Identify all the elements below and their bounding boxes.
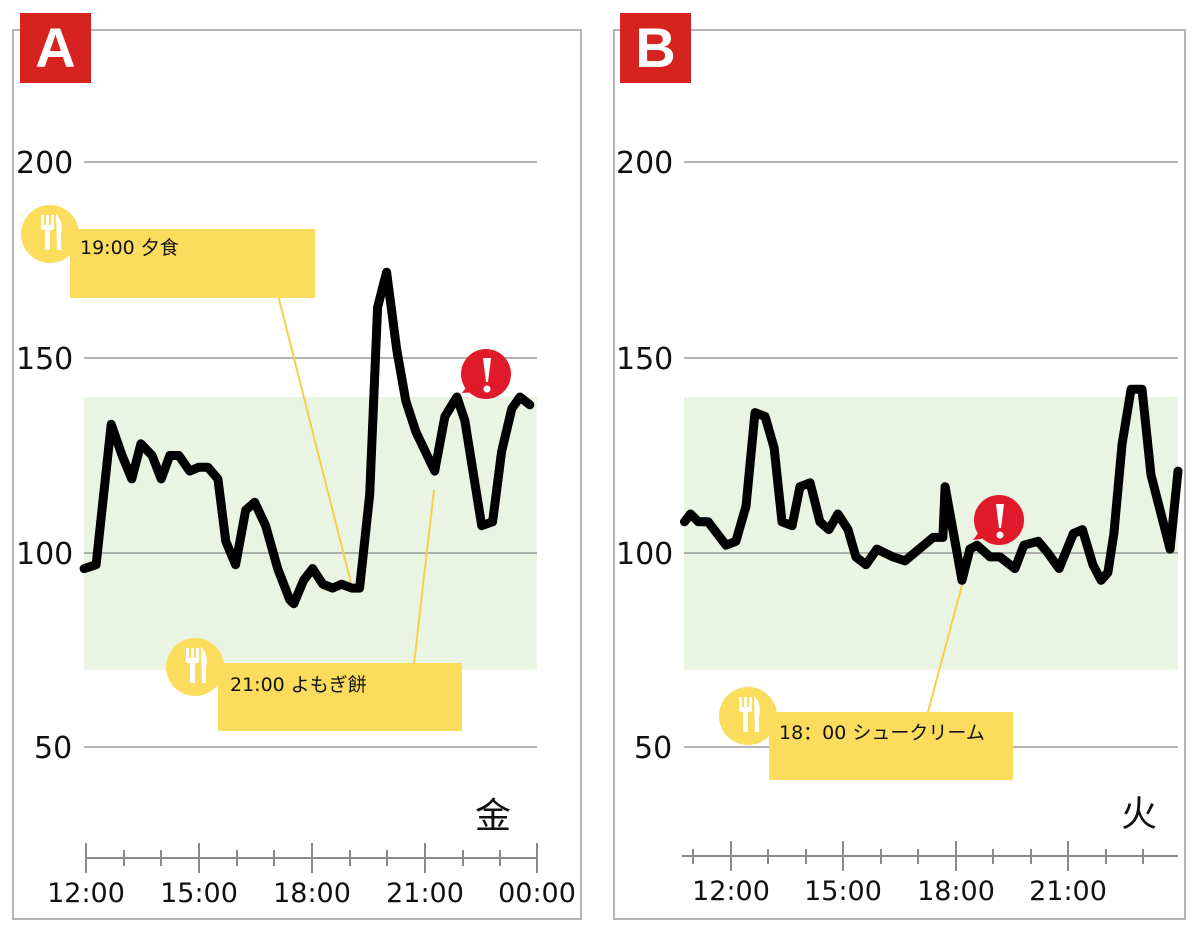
chart-a: 200 150 100 50 19:00 夕食	[16, 146, 576, 909]
x-tick-label: 21:00	[1029, 876, 1107, 907]
y-tick-label: 100	[16, 537, 73, 572]
y-tick-label: 150	[16, 342, 73, 377]
x-tick-label: 12:00	[47, 878, 125, 909]
annotation-connector	[927, 584, 963, 713]
exclamation-alert-icon	[973, 495, 1024, 545]
y-tick-label: 150	[616, 342, 673, 377]
meal-annotation: 18：00 シュークリーム	[719, 687, 1013, 780]
day-of-week-label: 金	[475, 796, 511, 837]
chart-label-badge-b: B	[620, 13, 691, 83]
y-tick-label: 200	[616, 146, 673, 181]
annotation-box	[218, 663, 462, 731]
annotation-text: 18：00 シュークリーム	[779, 722, 985, 744]
fork-knife-icon	[186, 647, 207, 683]
annotation-box	[769, 712, 1013, 780]
x-tick-label: 18:00	[917, 876, 995, 907]
chart-label-badge-a: A	[20, 13, 91, 83]
x-tick-label: 00:00	[498, 878, 576, 909]
meal-annotation: 21:00 よもぎ餅	[166, 638, 462, 731]
x-axis	[682, 841, 1178, 871]
annotation-connector	[413, 489, 435, 665]
day-of-week-label: 火	[1121, 794, 1157, 835]
y-tick-label: 50	[34, 731, 72, 766]
annotation-box	[70, 229, 315, 298]
y-tick-label: 50	[634, 731, 672, 766]
annotation-text: 19:00 夕食	[80, 237, 179, 259]
x-tick-label: 18:00	[273, 878, 351, 909]
x-tick-label: 15:00	[160, 878, 238, 909]
x-tick-label: 21:00	[386, 878, 464, 909]
x-tick-label: 12:00	[692, 876, 770, 907]
fork-knife-icon	[41, 214, 62, 250]
annotation-connector	[277, 294, 352, 584]
x-tick-label: 15:00	[804, 876, 882, 907]
glucose-line	[680, 384, 1183, 585]
y-tick-label: 200	[16, 146, 73, 181]
meal-annotation: 19:00 夕食	[21, 205, 315, 298]
y-tick-label: 100	[616, 537, 673, 572]
annotation-text: 21:00 よもぎ餅	[230, 674, 367, 696]
exclamation-alert-icon	[461, 349, 511, 399]
target-range-band	[84, 397, 537, 670]
fork-knife-icon	[739, 696, 760, 732]
glucose-line	[79, 267, 535, 609]
x-axis	[85, 843, 538, 873]
chart-b: 200 150 100 50 18：00 シュークリーム	[616, 146, 1183, 907]
